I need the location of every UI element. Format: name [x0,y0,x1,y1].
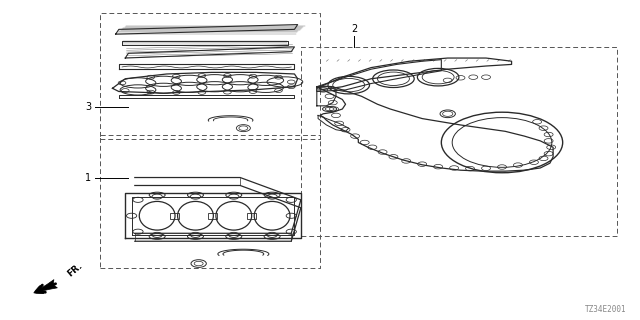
Text: 1: 1 [85,172,92,182]
Text: FR.: FR. [66,261,84,279]
Text: 2: 2 [351,24,358,34]
Text: 3: 3 [85,102,92,112]
Text: TZ34E2001: TZ34E2001 [585,305,627,314]
